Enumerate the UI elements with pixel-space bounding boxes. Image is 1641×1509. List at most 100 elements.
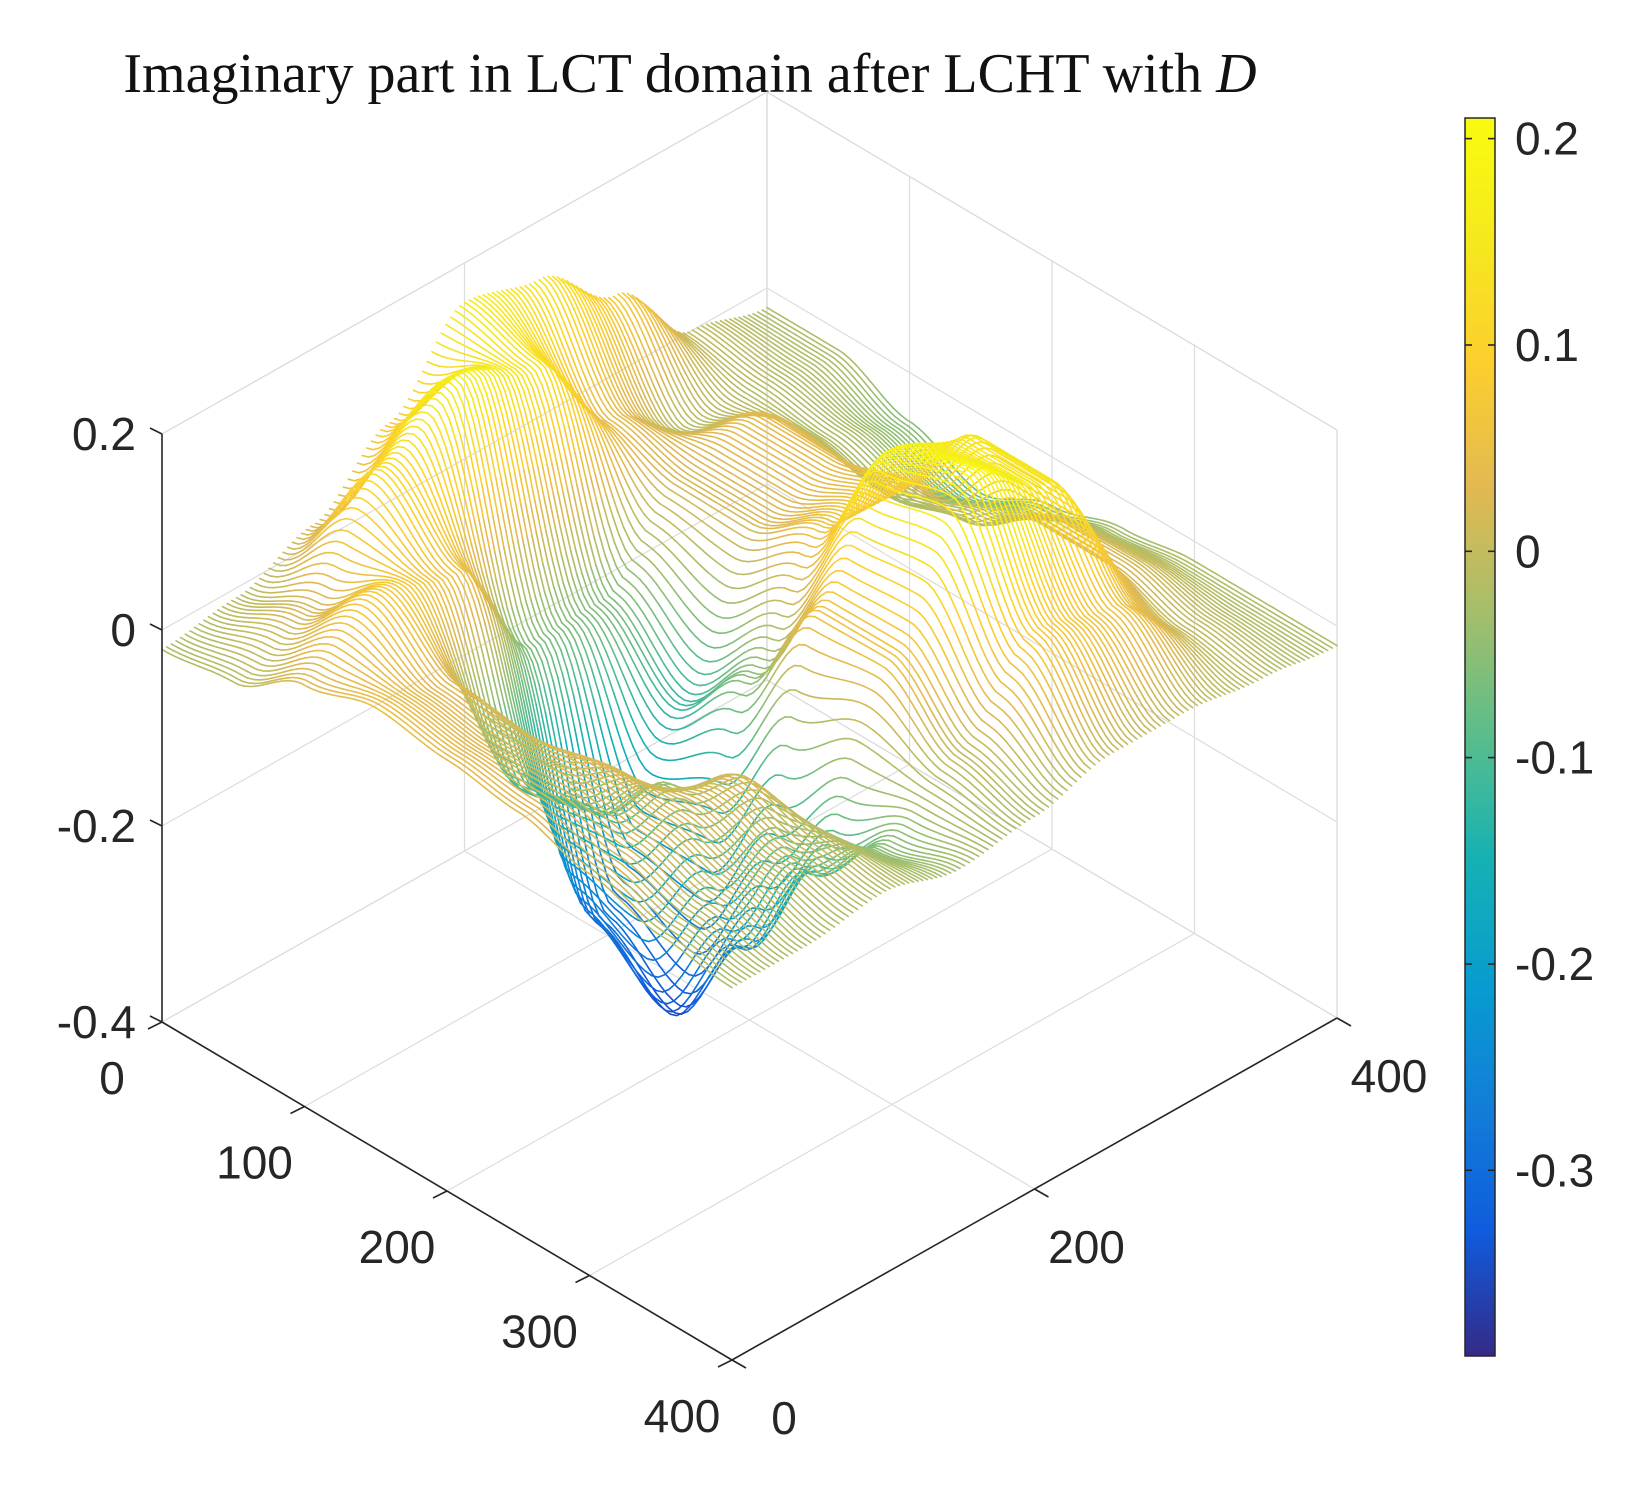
surface-segment xyxy=(1242,594,1251,601)
surface-segment xyxy=(1122,639,1131,652)
surface-segment xyxy=(917,500,926,504)
surface-segment xyxy=(859,441,868,450)
surface-segment xyxy=(705,323,714,330)
surface-segment xyxy=(1117,714,1125,727)
surface-segment xyxy=(864,390,873,400)
surface-segment xyxy=(924,433,933,443)
surface-segment xyxy=(793,563,802,568)
surface-segment xyxy=(839,388,848,398)
surface-segment xyxy=(1025,619,1034,631)
surface-segment xyxy=(739,376,748,384)
surface-segment xyxy=(806,563,815,569)
surface-segment xyxy=(727,456,736,462)
surface-segment xyxy=(793,526,802,529)
surface-segment xyxy=(848,386,857,395)
surface-segment xyxy=(647,460,656,469)
surface-segment xyxy=(1132,634,1140,648)
surface-segment xyxy=(748,371,757,378)
surface-segment xyxy=(1309,644,1318,650)
surface-segment xyxy=(1194,697,1203,705)
surface-segment xyxy=(683,401,692,413)
surface-segment xyxy=(757,328,766,335)
surface-segment xyxy=(986,501,995,507)
surface-segment xyxy=(1228,599,1237,605)
surface-segment xyxy=(1315,647,1324,654)
surface-segment xyxy=(828,483,837,486)
surface-segment xyxy=(680,415,689,425)
surface-segment xyxy=(760,338,769,346)
surface-segment xyxy=(668,488,677,494)
surface-segment xyxy=(856,451,865,459)
surface-segment xyxy=(1267,640,1276,647)
surface-segment xyxy=(938,497,947,501)
surface-segment xyxy=(745,357,754,365)
surface-segment xyxy=(1173,554,1182,559)
surface-segment xyxy=(967,497,976,503)
surface-segment xyxy=(1242,622,1250,629)
surface-segment xyxy=(817,502,826,505)
surface-segment xyxy=(875,420,884,427)
surface-segment xyxy=(788,405,797,413)
surface-segment xyxy=(700,325,710,331)
surface-segment xyxy=(1065,691,1074,708)
surface-segment xyxy=(742,315,751,321)
surface-segment xyxy=(732,327,741,335)
surface-segment xyxy=(1147,586,1156,595)
surface-segment xyxy=(760,396,769,403)
surface-segment xyxy=(1091,662,1100,678)
surface-segment xyxy=(778,365,787,372)
surface-segment xyxy=(1119,537,1128,542)
surface-segment xyxy=(669,440,678,447)
surface-segment xyxy=(1192,625,1200,632)
surface-segment xyxy=(1160,559,1169,565)
surface-segment xyxy=(745,488,754,494)
surface-segment xyxy=(1165,620,1174,627)
surface-segment xyxy=(697,446,706,452)
surface-segment xyxy=(769,537,778,541)
surface-segment xyxy=(728,509,737,515)
surface-segment xyxy=(728,398,737,405)
surface-segment xyxy=(1220,616,1228,623)
surface-segment xyxy=(736,327,745,334)
surface-segment xyxy=(769,422,778,428)
surface-segment xyxy=(851,453,860,462)
surface-segment xyxy=(1147,544,1156,549)
surface-segment xyxy=(1162,562,1171,568)
surface-segment xyxy=(1262,623,1271,630)
surface-segment xyxy=(1156,558,1165,564)
surface-segment xyxy=(714,529,723,536)
surface-segment xyxy=(1063,674,1072,691)
surface-segment xyxy=(701,487,710,494)
surface-segment xyxy=(1176,634,1185,643)
surface-segment xyxy=(900,420,909,427)
surface-segment xyxy=(1150,577,1159,586)
surface-segment xyxy=(1134,550,1143,556)
surface-segment xyxy=(783,541,792,545)
surface-segment xyxy=(1000,630,1009,646)
surface-segment xyxy=(1104,689,1113,704)
surface-segment xyxy=(741,443,750,449)
surface-segment xyxy=(847,402,856,411)
surface-segment xyxy=(810,458,819,464)
surface-segment xyxy=(693,476,702,483)
surface-segment xyxy=(1143,552,1152,558)
surface-segment xyxy=(780,528,789,532)
surface-segment xyxy=(1055,620,1064,628)
surface-segment xyxy=(1165,559,1174,565)
surface-segment xyxy=(1222,595,1231,601)
surface-segment xyxy=(716,484,725,491)
surface-segment xyxy=(1115,740,1124,748)
surface-segment xyxy=(739,435,748,441)
surface-segment xyxy=(1283,660,1292,667)
surface-segment xyxy=(729,517,738,524)
surface-segment xyxy=(1123,681,1131,696)
surface-segment xyxy=(842,403,851,412)
surface-segment xyxy=(1281,635,1290,642)
surface-segment xyxy=(1024,602,1033,619)
surface-segment xyxy=(1264,668,1273,674)
surface-segment xyxy=(967,469,976,476)
surface-segment xyxy=(709,431,718,434)
surface-segment xyxy=(1175,672,1184,684)
surface-segment xyxy=(1231,637,1240,645)
